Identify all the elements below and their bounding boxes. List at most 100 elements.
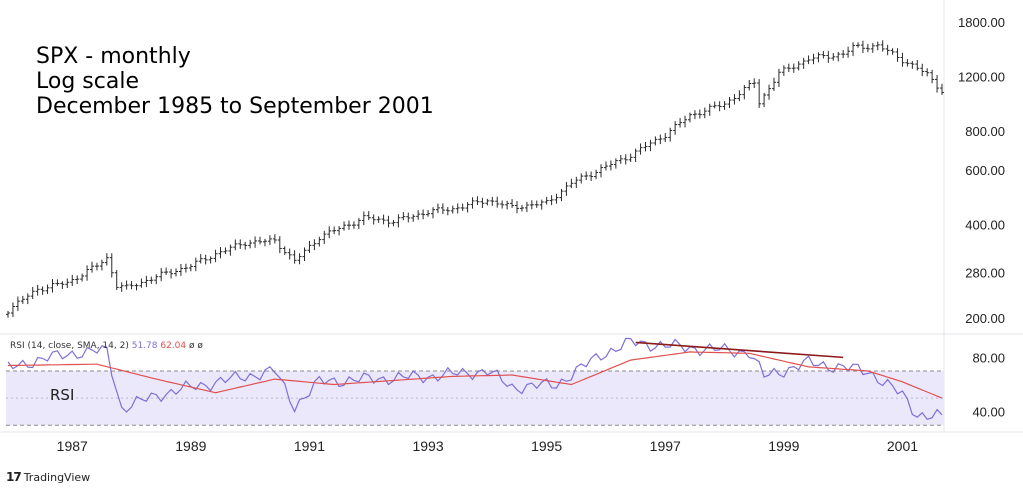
price-bar <box>267 235 272 246</box>
price-bar <box>307 240 312 253</box>
price-bar <box>480 197 485 209</box>
price-bar <box>860 40 865 54</box>
price-bar <box>678 118 683 128</box>
price-bar <box>10 302 15 318</box>
price-bar <box>327 226 332 239</box>
price-bar <box>208 256 213 264</box>
price-bar <box>381 214 386 225</box>
price-bar <box>524 201 529 213</box>
price-bar <box>391 219 396 227</box>
price-bar <box>722 101 727 110</box>
price-bar <box>554 193 559 204</box>
price-bar <box>767 84 772 100</box>
price-tick-label: 1200.00 <box>958 70 1005 85</box>
price-bar <box>114 270 119 290</box>
price-bar <box>925 68 930 77</box>
price-tick-label: 1800.00 <box>958 15 1005 30</box>
rsi-tick-label: 40.00 <box>972 405 1005 420</box>
price-bar <box>485 198 490 206</box>
price-bar <box>841 49 846 59</box>
price-bar <box>529 200 534 210</box>
price-bar <box>683 115 688 128</box>
price-bar <box>687 112 692 123</box>
price-bar <box>727 96 732 109</box>
price-bar <box>742 84 747 100</box>
price-bar <box>757 79 762 108</box>
price-bar <box>584 171 589 181</box>
price-bar <box>178 263 183 276</box>
price-bar <box>233 239 238 251</box>
price-bar <box>435 203 440 214</box>
price-bar <box>277 236 282 254</box>
time-tick-label: 1989 <box>175 438 206 454</box>
price-bar <box>416 210 421 220</box>
price-bar <box>30 286 35 299</box>
rsi-label: RSI <box>50 386 75 404</box>
price-bar <box>396 214 401 228</box>
price-bar <box>302 247 307 262</box>
price-bar <box>50 279 55 293</box>
price-bar <box>65 278 70 288</box>
price-bar <box>455 203 460 214</box>
price-bar <box>846 46 851 58</box>
price-bar <box>35 284 40 296</box>
rsi-legend-extra: ø ø <box>189 341 203 351</box>
price-bar <box>411 214 416 222</box>
price-bar <box>762 92 767 108</box>
price-bar <box>188 263 193 272</box>
price-bar <box>697 109 702 119</box>
price-bar <box>198 254 203 264</box>
price-bar <box>811 53 816 65</box>
title-line: Log scale <box>36 69 139 94</box>
price-bar <box>653 136 658 146</box>
title-line: SPX - monthly <box>36 44 191 69</box>
price-bar <box>70 274 75 287</box>
price-bar <box>930 69 935 84</box>
price-bar <box>806 55 811 65</box>
price-bar <box>144 275 149 288</box>
time-tick-label: 1995 <box>531 438 562 454</box>
price-bar <box>346 220 351 230</box>
price-bar <box>589 171 594 181</box>
price-bar <box>579 173 584 184</box>
price-bar <box>801 57 806 69</box>
price-bar <box>786 63 791 73</box>
price-bar <box>539 199 544 210</box>
price-bar <box>663 133 668 143</box>
price-bar <box>618 155 623 164</box>
price-bar <box>149 276 154 284</box>
price-bars <box>6 40 944 318</box>
price-bar <box>549 195 554 206</box>
price-bar <box>25 293 30 305</box>
price-bar <box>272 234 277 244</box>
price-bar <box>124 280 129 290</box>
price-bar <box>648 139 653 152</box>
price-bar <box>253 236 258 248</box>
price-bar <box>297 253 302 265</box>
price-bar <box>169 268 174 279</box>
price-bar <box>940 83 944 95</box>
price-bar <box>692 110 697 120</box>
price-tick-label: 600.00 <box>965 163 1005 178</box>
price-bar <box>119 282 124 292</box>
price-bar <box>821 50 826 59</box>
price-bar <box>337 226 342 236</box>
price-bar <box>292 250 297 264</box>
price-bar <box>747 79 752 91</box>
tradingview-attribution[interactable]: 17 TradingView <box>6 470 90 484</box>
price-bar <box>401 212 406 221</box>
price-bar <box>376 216 381 223</box>
rsi-ma-line <box>7 351 943 399</box>
rsi-legend-ma-value: 62.04 <box>160 341 187 351</box>
price-bar <box>80 273 85 282</box>
price-grid <box>0 0 1023 433</box>
price-bar <box>174 268 179 277</box>
rsi-legend-value: 51.78 <box>131 341 158 351</box>
price-bar <box>559 188 564 202</box>
price-bar <box>791 63 796 73</box>
price-bar <box>282 246 287 255</box>
time-tick-label: 1987 <box>57 438 88 454</box>
rsi-legend[interactable]: RSI (14, close, SMA, 14, 2) 51.78 62.04 … <box>10 341 203 351</box>
price-bar <box>643 141 648 152</box>
price-bar <box>154 274 159 285</box>
